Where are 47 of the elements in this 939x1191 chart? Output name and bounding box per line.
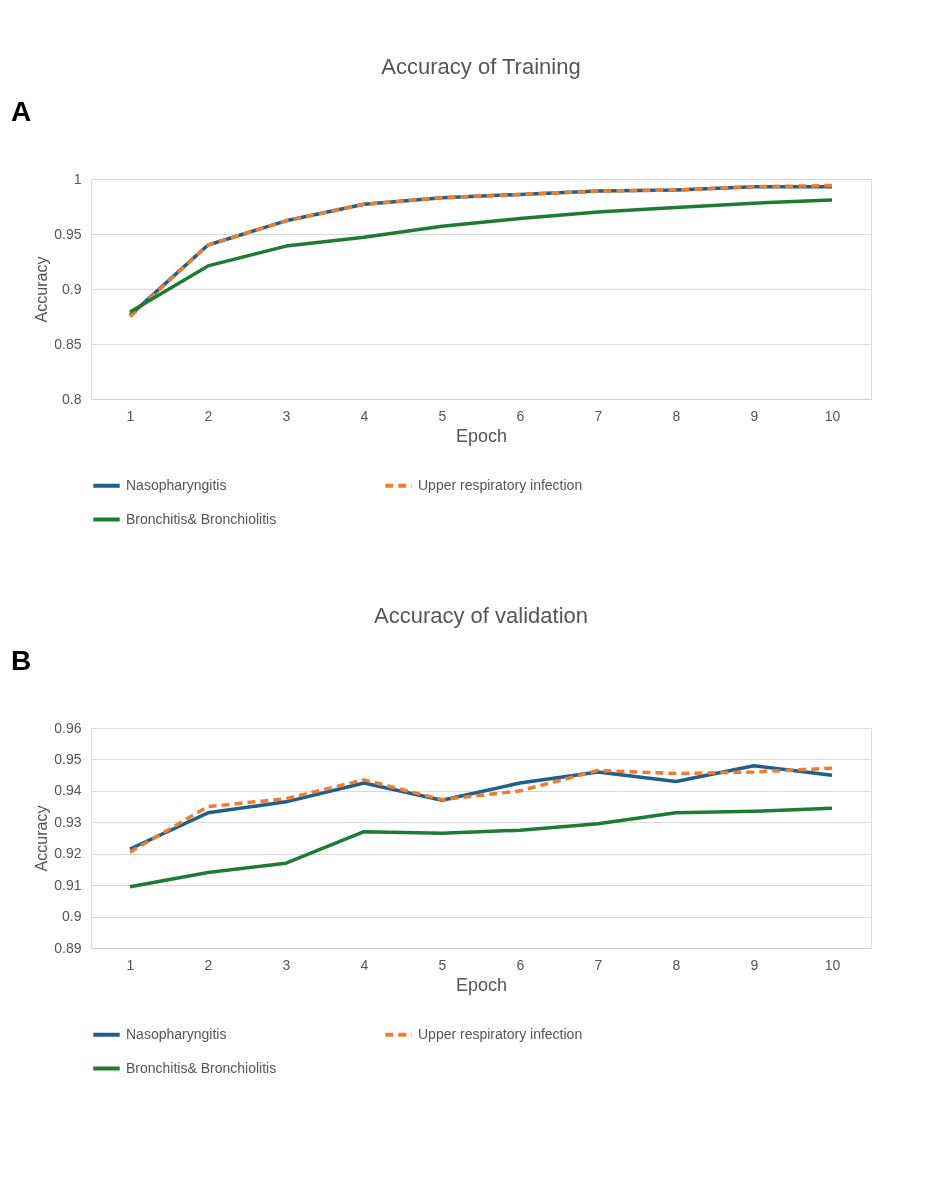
x-tick-label: 1: [126, 407, 135, 424]
y-tick-label: 0.96: [54, 719, 82, 736]
legend-label: Nasopharyngitis: [126, 1025, 227, 1042]
chart-title: Accuracy of validation: [374, 603, 588, 628]
x-tick-label: 5: [438, 407, 447, 424]
y-tick-label: 0.95: [54, 225, 82, 242]
x-tick-label: 6: [516, 956, 525, 973]
y-tick-label: 0.92: [54, 845, 82, 862]
x-tick-label: 3: [282, 407, 291, 424]
x-tick-label: 4: [360, 407, 369, 424]
x-tick-label: 2: [204, 956, 213, 973]
x-tick-label: 8: [672, 407, 681, 424]
x-tick-label: 9: [750, 956, 759, 973]
y-tick-label: 0.94: [54, 782, 82, 799]
x-tick-label: 4: [360, 956, 369, 973]
x-tick-label: 9: [750, 407, 759, 424]
legend-label: Bronchitis& Bronchiolitis: [126, 510, 277, 527]
legend-label: Upper respiratory infection: [418, 476, 583, 493]
x-tick-label: 10: [824, 956, 841, 973]
x-axis-title: Epoch: [455, 425, 508, 446]
x-tick-label: 5: [438, 956, 447, 973]
x-tick-label: 2: [204, 407, 213, 424]
y-tick-label: 0.95: [54, 750, 82, 767]
x-axis-title: Epoch: [455, 974, 508, 995]
y-tick-label: 0.9: [62, 280, 82, 297]
legend-label: Upper respiratory infection: [418, 1025, 583, 1042]
x-tick-label: 6: [516, 407, 525, 424]
y-tick-label: 0.9: [62, 908, 82, 925]
y-axis-title: Accuracy: [33, 805, 51, 872]
x-tick-label: 3: [282, 956, 291, 973]
x-tick-label: 7: [594, 956, 603, 973]
y-tick-label: 0.85: [54, 335, 82, 352]
legend-label: Nasopharyngitis: [126, 476, 227, 493]
x-tick-label: 8: [672, 956, 681, 973]
x-tick-label: 1: [126, 956, 135, 973]
y-tick-label: 0.8: [62, 390, 82, 407]
chart-title: Accuracy of Training: [381, 54, 581, 79]
y-tick-label: 0.91: [54, 876, 82, 893]
y-tick-label: 0.89: [54, 939, 82, 956]
y-tick-label: 0.93: [54, 813, 82, 830]
x-tick-label: 10: [824, 407, 841, 424]
y-tick-label: 1: [73, 170, 82, 187]
text: A: [11, 96, 32, 127]
legend-label: Bronchitis& Bronchiolitis: [126, 1059, 277, 1076]
text: B: [11, 645, 32, 676]
x-tick-label: 7: [594, 407, 603, 424]
y-axis-title: Accuracy: [33, 256, 51, 323]
